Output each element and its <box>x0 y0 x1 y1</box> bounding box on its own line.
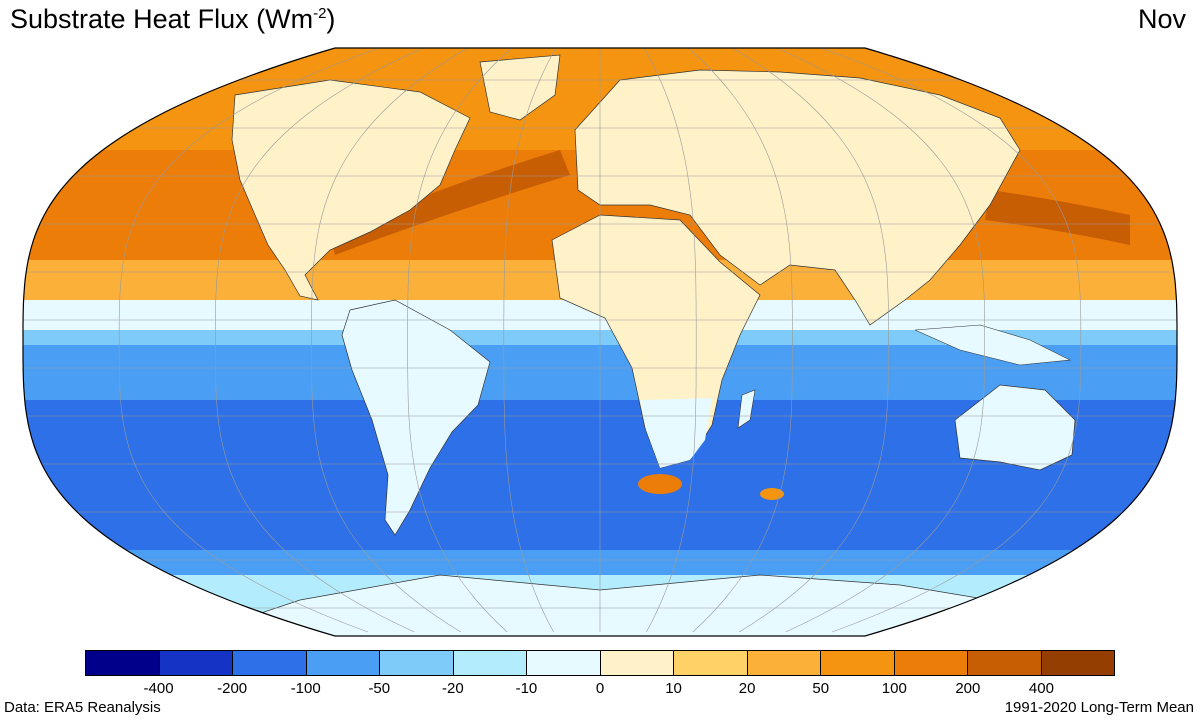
title-exponent: -2 <box>313 5 327 22</box>
colorbar-tick-label: 400 <box>1028 680 1054 697</box>
colorbar <box>85 650 1115 676</box>
colorbar-swatch <box>894 651 968 675</box>
graticule-meridian <box>311 48 468 633</box>
colorbar-swatch <box>159 651 233 675</box>
land-north-america <box>231 79 471 301</box>
land-masses <box>179 54 1101 636</box>
land-south-america <box>341 299 491 536</box>
graticule-meridian <box>776 48 985 633</box>
colorbar-swatch <box>1041 651 1114 675</box>
graticule-meridian <box>407 48 512 633</box>
graticule-meridian <box>118 48 380 633</box>
title-close: ) <box>326 4 336 34</box>
land-indonesia <box>914 324 1072 366</box>
colorbar-swatch <box>527 651 601 675</box>
graticule-meridian <box>215 48 424 633</box>
colorbar-ticks: -400 -200 -100 -50 -20 -10 0 10 20 50 100 200 400 <box>85 680 1115 700</box>
warm-patch-south-atlantic <box>638 474 682 494</box>
colorbar-tick-label: 100 <box>881 680 907 697</box>
colorbar-tick-label: 10 <box>665 680 682 697</box>
kuroshio-band <box>985 190 1130 245</box>
period-label: 1991-2020 Long-Term Mean <box>1004 699 1194 716</box>
graticule-meridian <box>643 48 697 633</box>
world-map <box>22 47 1178 637</box>
warm-patch-south-indian <box>760 488 784 500</box>
graticule-meridian <box>820 48 1082 633</box>
colorbar-tick-label: -200 <box>217 680 248 697</box>
graticule-meridian <box>732 48 889 633</box>
colorbar-tick-label: 0 <box>595 680 605 697</box>
month-label: Nov <box>1137 4 1186 34</box>
colorbar-tick-label: -20 <box>442 680 464 697</box>
colorbar-tick-label: -10 <box>515 680 538 697</box>
colorbar-swatch <box>747 651 821 675</box>
title-text: Substrate Heat Flux (Wm <box>10 4 314 34</box>
colorbar-tick-label: -50 <box>368 680 391 697</box>
land-madagascar <box>737 389 756 429</box>
colorbar-swatch <box>306 651 380 675</box>
map-field <box>23 48 1177 636</box>
colorbar-tick-label: 200 <box>955 680 981 697</box>
colorbar-swatch <box>86 651 160 675</box>
graticule-meridian <box>503 48 557 633</box>
colorbar-swatch <box>600 651 674 675</box>
map-title: Substrate Heat Flux (Wm-2) <box>10 4 335 35</box>
colorbar-tick-label: -400 <box>143 680 174 697</box>
colorbar-tick-label: 50 <box>812 680 830 697</box>
colorbar-tick-label: 20 <box>738 680 756 697</box>
map-boundary <box>22 47 1178 637</box>
data-source: Data: ERA5 Reanalysis <box>4 699 161 716</box>
colorbar-swatch <box>968 651 1042 675</box>
colorbar-swatch <box>380 651 454 675</box>
colorbar-swatch <box>674 651 748 675</box>
colorbar-tick-label: -100 <box>290 680 321 697</box>
colorbar-swatch <box>821 651 895 675</box>
colorbar-swatch <box>233 651 307 675</box>
colorbar-swatch <box>453 651 527 675</box>
land-greenland <box>479 54 561 121</box>
graticule-meridian <box>688 48 793 633</box>
